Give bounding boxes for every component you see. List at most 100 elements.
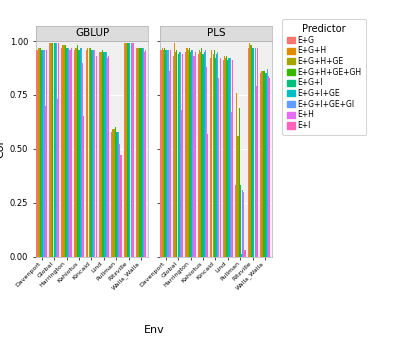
Bar (224, 56, 225, 256)
Bar (173, 56, 174, 256)
Bar (74, 50, 75, 256)
Bar (80, 48, 81, 256)
Bar (254, 48, 256, 256)
Bar (56, 43, 57, 256)
Bar (227, 61, 228, 256)
Bar (205, 50, 206, 256)
Bar (58, 43, 59, 256)
Y-axis label: Cor: Cor (0, 139, 6, 158)
Bar (168, 71, 170, 256)
Legend: E+G, E+G+H, E+G+H+GE, E+G+H+GE+GH, E+G+I, E+G+I+GE, E+G+I+GE+GI, E+H, E+I: E+G, E+G+H, E+G+H+GE, E+G+H+GE+GH, E+G+I… (282, 19, 366, 135)
Bar (175, 52, 176, 256)
Bar (210, 58, 211, 256)
Bar (104, 52, 106, 256)
Bar (250, 45, 251, 256)
Bar (40, 48, 41, 256)
Bar (268, 76, 269, 256)
Bar (202, 54, 204, 256)
Bar (226, 56, 227, 256)
Bar (127, 43, 128, 256)
Bar (78, 50, 80, 256)
Bar (86, 50, 87, 256)
Bar (144, 52, 145, 256)
Bar (54, 43, 55, 256)
Bar (170, 50, 171, 256)
Bar (36, 50, 38, 256)
Bar (128, 43, 129, 256)
Bar (223, 61, 224, 256)
Bar (207, 134, 208, 256)
Bar (251, 45, 252, 256)
Bar (192, 50, 194, 256)
Bar (189, 48, 190, 256)
Bar (181, 110, 182, 256)
Bar (266, 74, 267, 256)
Bar (180, 52, 181, 256)
Bar (76, 48, 77, 256)
Bar (174, 43, 175, 256)
Bar (116, 132, 117, 256)
Bar (241, 254, 242, 256)
Bar (137, 48, 138, 256)
Bar (94, 50, 96, 256)
Bar (163, 50, 164, 256)
Bar (117, 132, 118, 256)
Bar (92, 50, 93, 256)
Bar (88, 48, 90, 256)
Bar (55, 43, 56, 256)
Bar (38, 48, 39, 256)
Text: Env: Env (144, 325, 164, 335)
Bar (256, 86, 257, 256)
Bar (138, 48, 140, 256)
Bar (204, 52, 205, 256)
Bar (52, 43, 54, 256)
Bar (231, 112, 232, 256)
Bar (142, 48, 143, 256)
Bar (114, 127, 116, 256)
Bar (164, 48, 165, 256)
Bar (107, 58, 108, 256)
Bar (230, 58, 231, 256)
Bar (253, 48, 254, 256)
Bar (82, 63, 83, 256)
Bar (44, 106, 46, 256)
Bar (42, 50, 43, 256)
Bar (143, 48, 144, 256)
Bar (99, 52, 100, 256)
Text: GBLUP: GBLUP (75, 28, 109, 38)
Bar (132, 43, 133, 256)
Bar (242, 190, 243, 256)
Bar (160, 50, 162, 256)
Bar (162, 48, 163, 256)
Bar (201, 48, 202, 256)
Bar (200, 52, 201, 256)
Bar (179, 52, 180, 256)
Bar (67, 48, 68, 256)
Bar (91, 50, 92, 256)
Bar (87, 48, 88, 256)
Bar (83, 117, 84, 256)
Bar (165, 50, 166, 256)
Bar (214, 50, 215, 256)
Bar (118, 132, 119, 256)
Bar (267, 69, 268, 256)
Bar (195, 52, 196, 256)
Bar (136, 48, 137, 256)
Text: PLS: PLS (207, 28, 225, 38)
Bar (75, 48, 76, 256)
Bar (51, 43, 52, 256)
Bar (103, 52, 104, 256)
Bar (243, 192, 244, 256)
Bar (49, 43, 50, 256)
Bar (235, 185, 236, 256)
Bar (206, 67, 207, 256)
Bar (190, 52, 191, 256)
Bar (96, 56, 97, 256)
Bar (133, 43, 134, 256)
Bar (225, 58, 226, 256)
Bar (46, 50, 47, 256)
Bar (106, 52, 107, 256)
Bar (166, 50, 167, 256)
Bar (57, 99, 58, 256)
Bar (262, 71, 264, 256)
